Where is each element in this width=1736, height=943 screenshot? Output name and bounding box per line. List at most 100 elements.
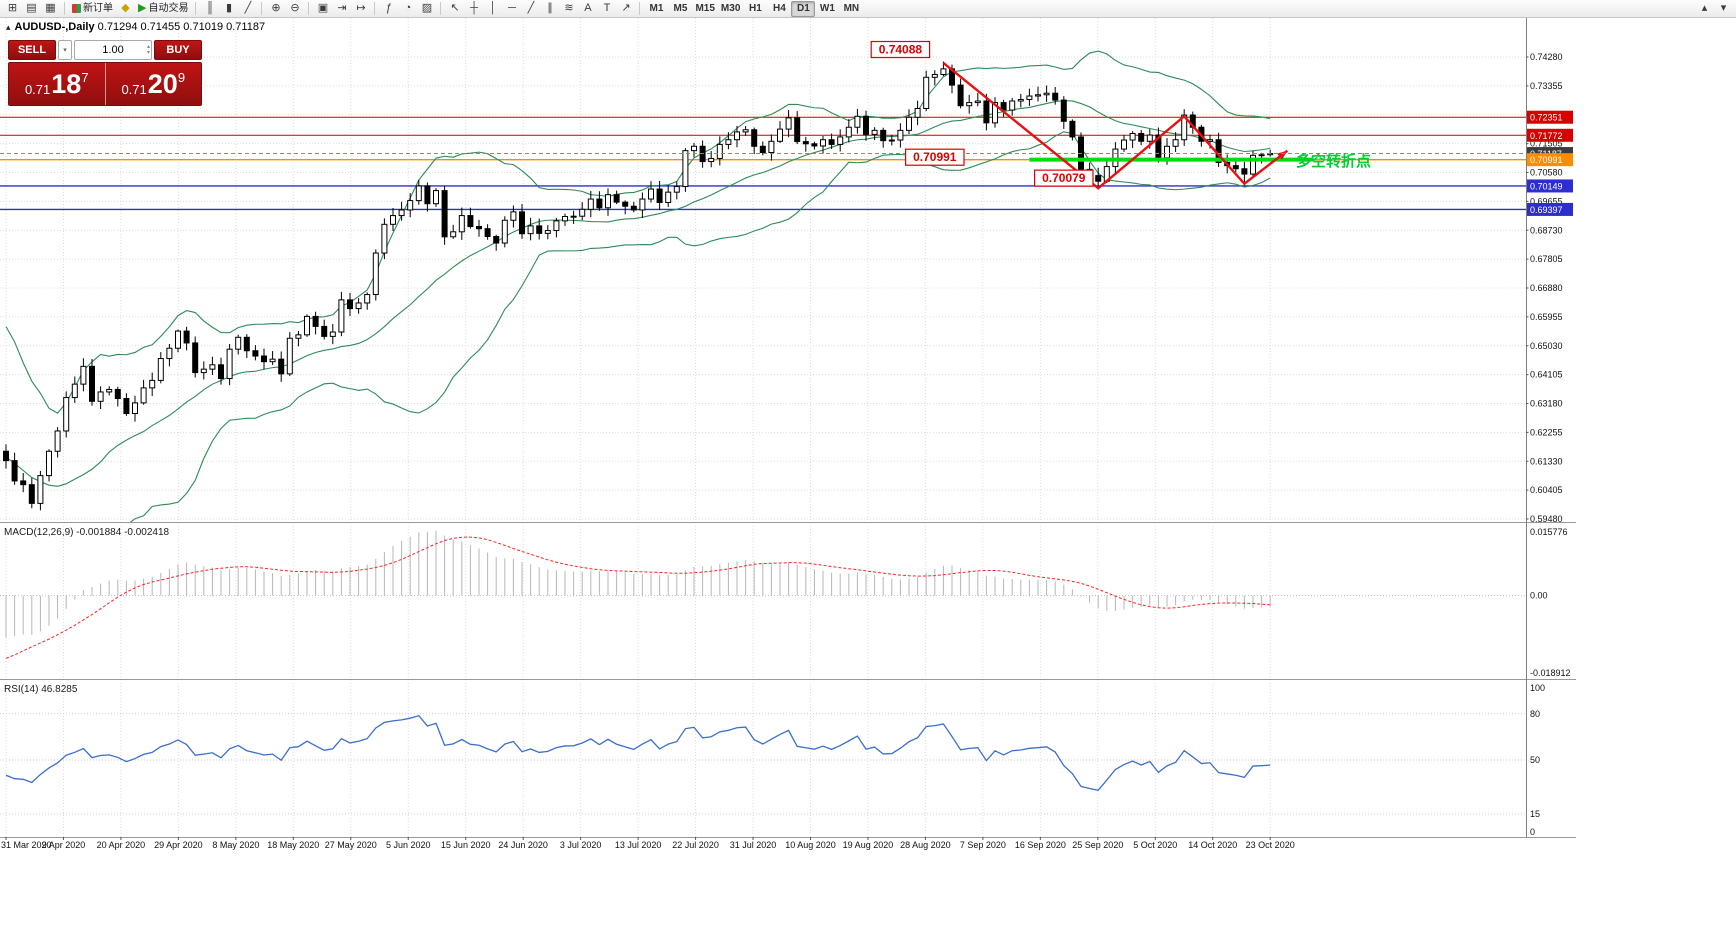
channel-button[interactable]: ∥ bbox=[540, 1, 559, 17]
svg-text:24 Jun 2020: 24 Jun 2020 bbox=[498, 840, 548, 850]
svg-text:0.70079: 0.70079 bbox=[1042, 171, 1086, 185]
svg-text:0.65030: 0.65030 bbox=[1530, 341, 1563, 351]
new-chart-button[interactable]: ⊞ bbox=[3, 1, 22, 17]
volume-field[interactable]: 1.00 ▴ ▾ bbox=[74, 40, 152, 60]
timeframe-d1-button[interactable]: D1 bbox=[791, 0, 816, 17]
cursor-icon: ↖ bbox=[450, 2, 460, 14]
svg-text:0: 0 bbox=[1530, 827, 1535, 837]
tile-windows-icon: ▣ bbox=[317, 2, 329, 14]
periods-button[interactable]: ◔ bbox=[398, 1, 417, 17]
one-click-prices: 0.71 18 7 0.71 20 9 bbox=[8, 62, 202, 106]
svg-text:0.68730: 0.68730 bbox=[1530, 225, 1563, 235]
svg-text:0.72351: 0.72351 bbox=[1530, 113, 1563, 123]
buy-price[interactable]: 0.71 20 9 bbox=[106, 63, 202, 105]
autotrading-button[interactable]: ▶ 自动交易 bbox=[135, 1, 191, 17]
profiles-icon: ▤ bbox=[26, 2, 37, 14]
toolbar-scroll-down[interactable]: ▾ bbox=[1714, 1, 1733, 17]
svg-text:31 Jul 2020: 31 Jul 2020 bbox=[730, 840, 777, 850]
profiles-button[interactable]: ▤ bbox=[22, 1, 41, 17]
crosshair-button[interactable]: ┼ bbox=[464, 1, 483, 17]
bar-chart-button[interactable]: ║ bbox=[200, 1, 219, 17]
templates-button[interactable]: ▨ bbox=[417, 1, 436, 17]
chart-shift-icon: ↦ bbox=[356, 2, 366, 14]
toolbar-groups: ⊞ ▤ ▦ 新订单 ◆ ▶ 自动交易 ║ ▮ ╱ ⊕ ⊖ ▣ ⇥ ↦ ƒ ◔ ▨ ↖ ┼ │ ─ ╱ ∥ ≋ A T ↗ bbox=[3, 0, 635, 18]
autotrading-icon: ▶ bbox=[138, 2, 147, 14]
text-button[interactable]: A bbox=[578, 1, 597, 17]
svg-text:14 Oct 2020: 14 Oct 2020 bbox=[1188, 840, 1237, 850]
horizontal-line-icon: ─ bbox=[508, 2, 516, 14]
vertical-line-button[interactable]: │ bbox=[483, 1, 502, 17]
cursor-button[interactable]: ↖ bbox=[445, 1, 464, 17]
zoom-in-icon: ⊕ bbox=[271, 2, 281, 14]
svg-text:8 May 2020: 8 May 2020 bbox=[212, 840, 259, 850]
new-chart-icon: ⊞ bbox=[7, 2, 18, 14]
timeframe-h1-button[interactable]: H1 bbox=[743, 1, 767, 17]
svg-text:15 Jun 2020: 15 Jun 2020 bbox=[441, 840, 491, 850]
chart-shift-button[interactable]: ↦ bbox=[351, 1, 370, 17]
svg-text:0.00: 0.00 bbox=[1530, 591, 1548, 601]
indicators-button[interactable]: ƒ bbox=[379, 1, 398, 17]
new-order-label: 新订单 bbox=[83, 2, 113, 14]
timeframe-m1-button[interactable]: M1 bbox=[644, 1, 668, 17]
order-options-dropdown[interactable]: ▾ bbox=[58, 40, 72, 60]
rsi-label: RSI(14) 46.8285 bbox=[4, 684, 78, 695]
svg-text:19 Aug 2020: 19 Aug 2020 bbox=[843, 840, 894, 850]
sell-price-sup: 7 bbox=[81, 70, 89, 85]
toolbar-scroll-up[interactable]: ▴ bbox=[1695, 1, 1714, 17]
metaeditor-icon: ◆ bbox=[121, 2, 130, 14]
auto-scroll-button[interactable]: ⇥ bbox=[332, 1, 351, 17]
zoom-out-button[interactable]: ⊖ bbox=[285, 1, 304, 17]
price-divider bbox=[104, 63, 106, 105]
fibonacci-icon: ≋ bbox=[564, 2, 574, 14]
svg-text:0.63180: 0.63180 bbox=[1530, 399, 1563, 409]
autotrading-label: 自动交易 bbox=[148, 2, 189, 14]
timeframe-mn-button[interactable]: MN bbox=[839, 1, 863, 17]
svg-text:50: 50 bbox=[1530, 755, 1540, 765]
svg-text:22 Jul 2020: 22 Jul 2020 bbox=[672, 840, 719, 850]
auto-scroll-icon: ⇥ bbox=[337, 2, 347, 14]
timeframe-m15-button[interactable]: M15 bbox=[692, 1, 717, 17]
svg-text:0.64105: 0.64105 bbox=[1530, 370, 1563, 380]
vertical-line-icon: │ bbox=[489, 2, 497, 14]
svg-text:0.67805: 0.67805 bbox=[1530, 254, 1563, 264]
timeframe-m30-button[interactable]: M30 bbox=[718, 1, 743, 17]
sell-price[interactable]: 0.71 18 7 bbox=[9, 63, 105, 105]
toolbar-right-group: ▴ ▾ bbox=[1695, 1, 1733, 17]
arrows-button[interactable]: ↗ bbox=[616, 1, 635, 17]
fibonacci-button[interactable]: ≋ bbox=[559, 1, 578, 17]
line-chart-button[interactable]: ╱ bbox=[238, 1, 257, 17]
sell-button[interactable]: SELL bbox=[8, 40, 56, 60]
svg-text:3 Jul 2020: 3 Jul 2020 bbox=[560, 840, 602, 850]
zoom-in-button[interactable]: ⊕ bbox=[266, 1, 285, 17]
svg-text:0.71772: 0.71772 bbox=[1530, 131, 1563, 141]
bar-chart-icon: ║ bbox=[206, 2, 214, 14]
market-watch-button[interactable]: ▦ bbox=[41, 1, 60, 17]
timeframe-m5-button[interactable]: M5 bbox=[668, 1, 692, 17]
candlestick-chart-button[interactable]: ▮ bbox=[219, 1, 238, 17]
svg-text:0.70991: 0.70991 bbox=[1530, 155, 1563, 165]
buy-price-prefix: 0.71 bbox=[121, 82, 147, 97]
timeframe-w1-button[interactable]: W1 bbox=[815, 1, 839, 17]
new-order-button[interactable]: 新订单 bbox=[69, 1, 116, 17]
market-watch-icon: ▦ bbox=[45, 2, 56, 14]
svg-text:多空转折点: 多空转折点 bbox=[1296, 152, 1371, 170]
timeframe-h4-button[interactable]: H4 bbox=[767, 1, 791, 17]
toolbar-separator bbox=[261, 2, 263, 15]
tile-windows-button[interactable]: ▣ bbox=[313, 1, 332, 17]
volume-stepper[interactable]: ▴ ▾ bbox=[146, 44, 150, 56]
metaeditor-button[interactable]: ◆ bbox=[116, 1, 135, 17]
svg-text:13 Jul 2020: 13 Jul 2020 bbox=[615, 840, 662, 850]
svg-text:80: 80 bbox=[1530, 709, 1540, 719]
toolbar-separator bbox=[64, 2, 65, 15]
horizontal-line-button[interactable]: ─ bbox=[502, 1, 521, 17]
volume-value: 1.00 bbox=[102, 44, 124, 56]
trendline-button[interactable]: ╱ bbox=[521, 1, 540, 17]
svg-text:28 Aug 2020: 28 Aug 2020 bbox=[900, 840, 951, 850]
svg-text:100: 100 bbox=[1530, 683, 1545, 693]
label-button[interactable]: T bbox=[597, 1, 616, 17]
svg-text:9 Apr 2020: 9 Apr 2020 bbox=[42, 840, 86, 850]
periods-icon: ◔ bbox=[404, 2, 412, 14]
buy-button[interactable]: BUY bbox=[154, 40, 202, 60]
one-click-collapse-icon[interactable]: ▴ bbox=[6, 22, 11, 32]
